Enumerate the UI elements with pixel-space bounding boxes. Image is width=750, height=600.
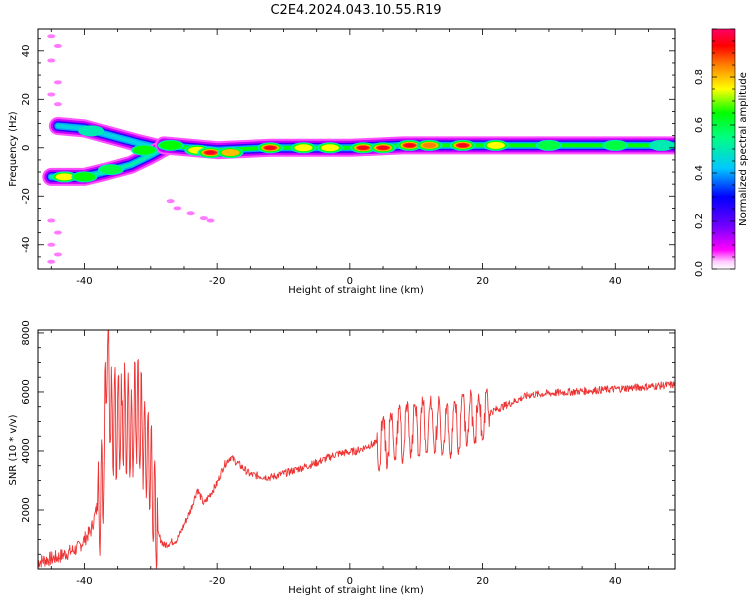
heatmap-ridge-core	[55, 124, 160, 150]
heatmap-y-tick-label: -20	[21, 188, 32, 204]
heatmap-y-tick-label: 40	[21, 44, 32, 57]
heatmap-hotspot	[457, 143, 468, 148]
heatmap-hotspot	[205, 150, 216, 155]
snr-x-tick-label: 40	[609, 576, 622, 587]
heatmap-y-tick-label: 20	[21, 93, 32, 106]
heatmap-x-tick-label: 40	[609, 276, 622, 287]
heatmap-hotspot	[320, 144, 339, 152]
heatmap-x-tick-label: -20	[209, 276, 225, 287]
heatmap-hotspot	[404, 143, 415, 148]
heatmap-hotspot	[55, 173, 74, 181]
heatmap-speckle	[47, 242, 56, 247]
heatmap-xlabel: Height of straight line (km)	[288, 285, 424, 296]
heatmap-hotspot	[73, 172, 96, 182]
heatmap-speckle	[47, 92, 56, 97]
heatmap-x-tick-label: 0	[347, 276, 353, 287]
snr-axes: -40 -20 0 20 40 2000 4000 6000 8000	[21, 320, 675, 587]
heatmap-speckle	[53, 102, 62, 107]
heatmap-speckle	[47, 34, 56, 39]
snr-x-tick-label: 0	[347, 576, 353, 587]
snr-series-line	[38, 330, 675, 569]
colorbar: 0.0 0.2 0.4 0.6 0.8 Normalized spectral ampl…	[694, 28, 749, 277]
snr-frame	[37, 329, 676, 570]
colorbar-tick-label: 0.2	[694, 213, 705, 229]
heatmap-speckle	[53, 230, 62, 235]
heatmap-hotspot	[78, 125, 105, 137]
heatmap-hotspot	[486, 141, 505, 149]
snr-y-tick-label: 6000	[21, 379, 32, 404]
snr-ylabel: SNR (10 * v/v)	[8, 414, 19, 485]
heatmap-speckle	[47, 218, 56, 223]
colorbar-tick-label: 0.8	[694, 69, 705, 85]
colorbar-gradient	[711, 28, 736, 270]
colorbar-tick-label: 0.6	[694, 117, 705, 133]
heatmap-ylabel: Frequency (Hz)	[8, 111, 19, 187]
snr-x-tick-label: -40	[76, 576, 92, 587]
heatmap-speckle	[53, 252, 62, 257]
snr-xlabel: Height of straight line (km)	[288, 585, 424, 596]
snr-panel: -40 -20 0 20 40 2000 4000 6000 8000 Height of st…	[8, 320, 676, 596]
heatmap-marks	[42, 34, 675, 264]
heatmap-x-tick-label: -40	[76, 276, 92, 287]
heatmap-speckle	[53, 80, 62, 85]
heatmap-panel: -40 -20 0 20 40 -40 -20 0 20 40 Height of straigh…	[8, 28, 676, 296]
heatmap-speckle	[206, 218, 215, 223]
snr-y-tick-label: 2000	[21, 497, 32, 522]
heatmap-speckle	[53, 43, 62, 48]
snr-x-tick-label: -20	[209, 576, 225, 587]
heatmap-hotspot	[221, 149, 240, 157]
heatmap-x-tick-label: 20	[476, 276, 489, 287]
colorbar-axes: 0.0 0.2 0.4 0.6 0.8	[694, 28, 735, 277]
figure-title: C2E4.2024.043.10.55.R19	[270, 3, 441, 18]
heatmap-hotspot	[159, 140, 182, 150]
heatmap-hotspot	[378, 145, 389, 150]
heatmap-speckle	[47, 58, 56, 63]
heatmap-hotspot	[358, 145, 369, 150]
heatmap-speckle	[186, 211, 195, 216]
snr-y-tick-label: 8000	[21, 320, 32, 345]
colorbar-tick-label: 0.4	[694, 165, 705, 181]
heatmap-speckle	[199, 216, 208, 221]
heatmap-y-tick-label: -40	[21, 237, 32, 253]
heatmap-hotspot	[294, 144, 313, 152]
heatmap-hotspot	[604, 140, 627, 150]
colorbar-label: Normalized spectral amplitude	[738, 72, 749, 226]
snr-x-tick-label: 20	[476, 576, 489, 587]
heatmap-speckle	[173, 206, 182, 211]
heatmap-hotspot	[422, 142, 437, 148]
colorbar-tick-label: 0.0	[694, 261, 705, 277]
heatmap-speckle	[47, 259, 56, 264]
heatmap-hotspot	[133, 145, 156, 155]
heatmap-hotspot	[99, 165, 122, 175]
heatmap-hotspot	[537, 140, 560, 150]
heatmap-hotspot	[648, 139, 675, 151]
heatmap-hotspot	[265, 145, 276, 150]
heatmap-frame	[37, 28, 676, 270]
heatmap-y-tick-label: 0	[21, 145, 32, 151]
snr-y-tick-label: 4000	[21, 438, 32, 463]
heatmap-axes: -40 -20 0 20 40 -40 -20 0 20 40	[21, 29, 675, 287]
heatmap-speckle	[166, 199, 175, 204]
